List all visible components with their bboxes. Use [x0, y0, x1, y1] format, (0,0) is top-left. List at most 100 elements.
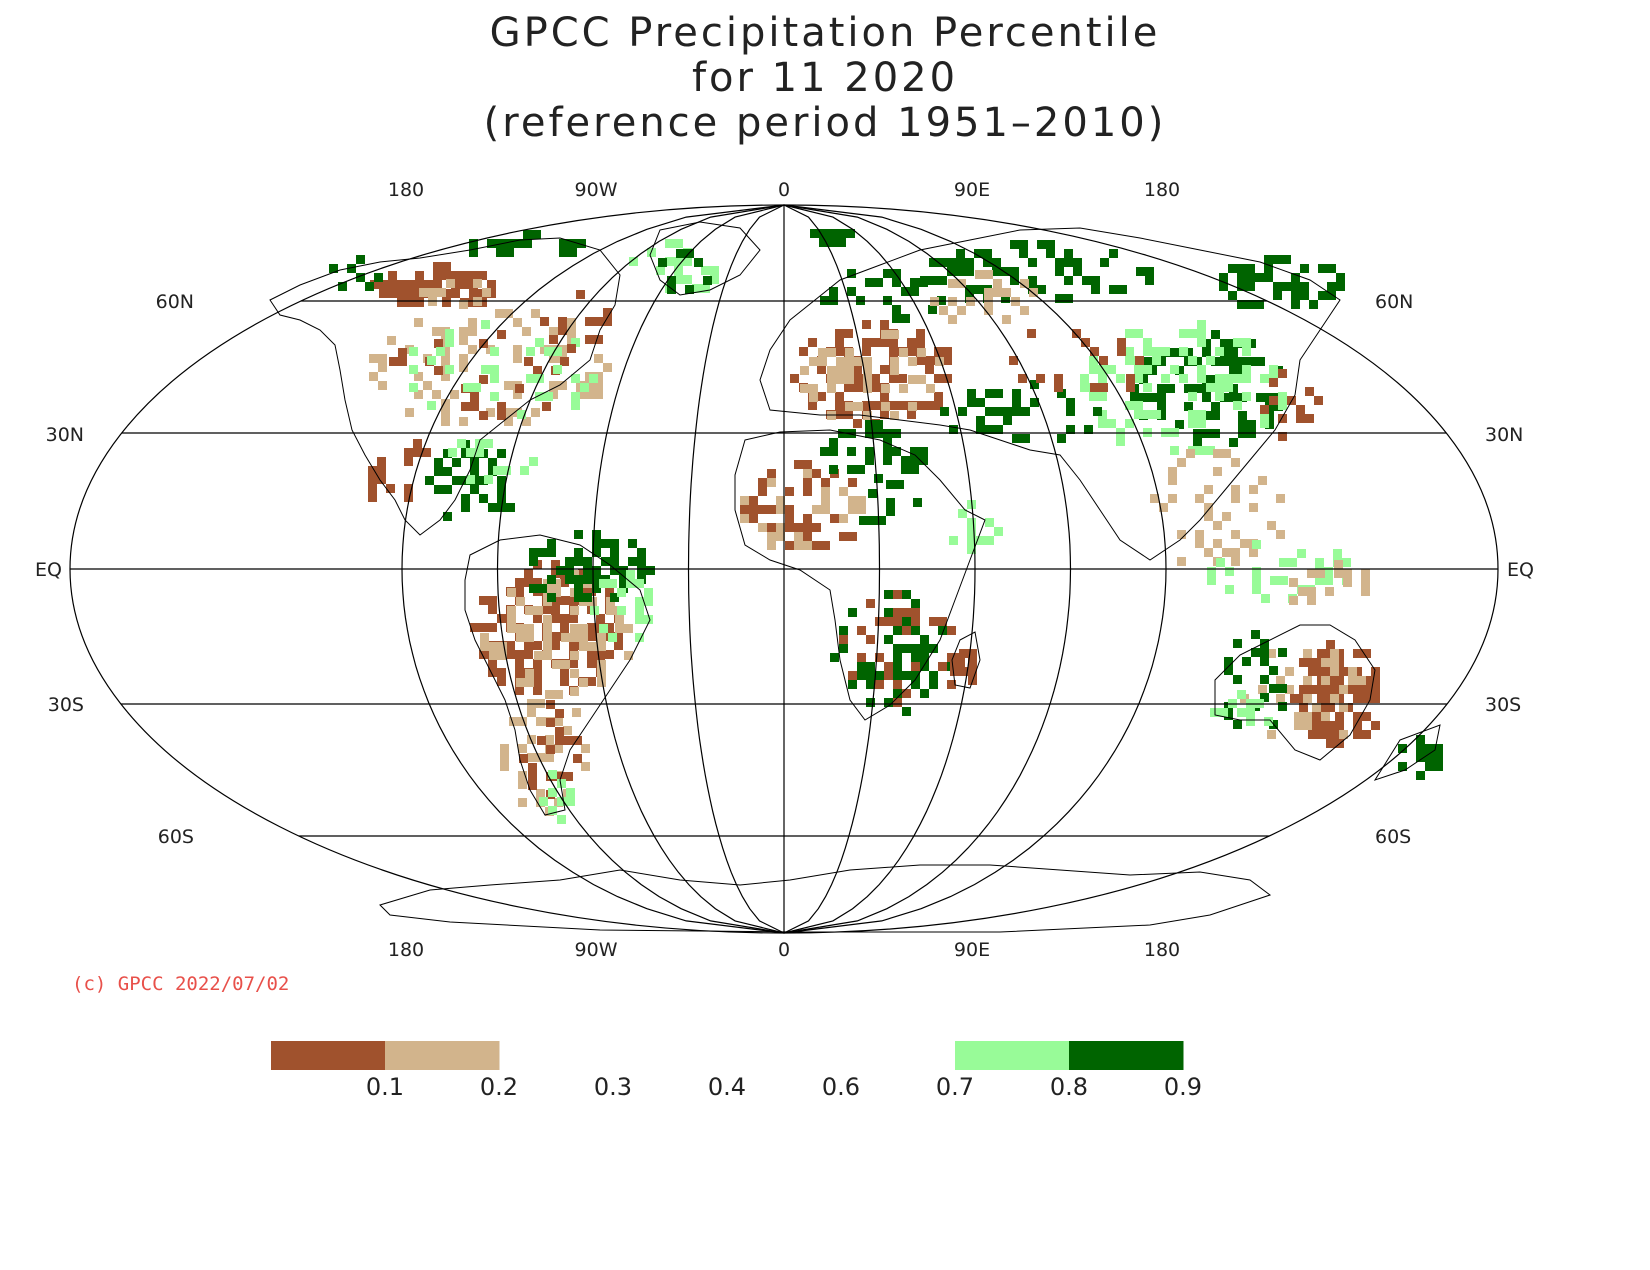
- patch-asia-wet: [1116, 374, 1125, 383]
- patch-china-wet: [1265, 411, 1274, 420]
- patch-asia-wet: [1098, 365, 1107, 374]
- patch-argentina-verydry: [519, 754, 528, 763]
- patch-ne-brazil-wet: [644, 615, 653, 624]
- patch-south-africa-dry: [884, 617, 893, 626]
- patch-asia-dry: [1054, 374, 1063, 383]
- coastline-africa: [734, 429, 986, 721]
- patch-west-australia-wet: [1260, 675, 1269, 684]
- patch-china-wet: [1157, 393, 1166, 402]
- patch-asia-wet: [1224, 374, 1233, 383]
- patch-europe-dry: [808, 338, 817, 347]
- patch-west-africa-dry: [785, 523, 794, 532]
- latitude-labels-right: 60N 30N EQ 30S 60S: [1375, 291, 1534, 848]
- patch-central-america-wet: [497, 476, 506, 485]
- patch-europe-dry-light: [881, 402, 890, 411]
- patch-us-dry: [603, 363, 612, 372]
- patch-west-africa-dry-light: [848, 496, 857, 505]
- patch-australia-dry: [1317, 667, 1326, 676]
- patch-central-america-wet: [461, 503, 470, 512]
- patch-se-asia-dry: [1276, 494, 1285, 503]
- patch-australia-dry: [1353, 730, 1362, 739]
- patch-canada-dry: [415, 298, 424, 307]
- patch-china-wet: [1157, 384, 1166, 393]
- patch-amazon-wet: [646, 566, 655, 575]
- patch-central-asia-wet: [1084, 425, 1093, 434]
- patch-europe-dry-light: [836, 366, 845, 375]
- patch-us-verydry: [497, 411, 506, 420]
- patch-brazil-dry: [515, 668, 524, 677]
- patch-europe-dry: [925, 401, 934, 410]
- legend-swatch-wet: [955, 1041, 1070, 1070]
- patch-west-australia-wet: [1233, 720, 1242, 729]
- patch-central-america-wet: [434, 485, 443, 494]
- patch-us-dry: [504, 381, 513, 390]
- patch-brazil-dry: [497, 668, 506, 677]
- patch-us-dry: [594, 390, 603, 399]
- patch-australia-dry-light: [1285, 685, 1294, 694]
- patch-us-dry: [441, 417, 450, 426]
- patch-asia-wet: [1179, 347, 1188, 356]
- patch-asia-wet: [1134, 410, 1143, 419]
- patch-europe-dry: [889, 401, 898, 410]
- patch-china-wet: [1193, 384, 1202, 393]
- patch-caribbean-wet: [502, 466, 511, 475]
- patch-se-asia-dry: [1231, 530, 1240, 539]
- patch-svalbard-wet: [837, 238, 846, 247]
- patch-china-wet: [1184, 348, 1193, 357]
- patch-caribbean-wet: [448, 448, 457, 457]
- patch-patagonia-wet: [548, 806, 557, 815]
- patch-asia-wet: [1233, 374, 1242, 383]
- patch-east-canada-dry: [603, 308, 612, 317]
- patch-caribbean-wet: [493, 466, 502, 475]
- patch-us-verydry: [461, 402, 470, 411]
- patch-australia-dry: [1335, 676, 1344, 685]
- patch-asia-wet: [1152, 356, 1161, 365]
- patch-europe-dry: [925, 365, 934, 374]
- patch-brazil-dry-light: [489, 642, 498, 651]
- patch-brazil-dry-light: [534, 651, 543, 660]
- patch-se-asia-dry: [1195, 530, 1204, 539]
- patch-west-africa-dry-light: [848, 505, 857, 514]
- patch-us-dry: [504, 309, 513, 318]
- patch-canada-dry: [460, 271, 469, 280]
- legend-tick-label: 0.7: [936, 1073, 974, 1101]
- patch-west-africa-dry-light: [767, 478, 776, 487]
- patch-australia-dry: [1317, 685, 1326, 694]
- patch-china-wet: [1202, 339, 1211, 348]
- patch-asia-wet: [1242, 347, 1251, 356]
- precipitation-data-layer: [329, 229, 1443, 824]
- patch-west-africa-dry-light: [839, 487, 848, 496]
- patch-alaska-wet: [365, 282, 374, 291]
- patch-europe-dry-light: [836, 357, 845, 366]
- patch-asia-wet: [1143, 365, 1152, 374]
- patch-asia-dry: [1009, 356, 1018, 365]
- patch-us-wet: [526, 347, 535, 356]
- patch-amazon-wet: [529, 584, 538, 593]
- patch-central-asia-wet: [1030, 398, 1039, 407]
- patch-sw-australia-wet: [1264, 717, 1273, 726]
- patch-australia-dry: [1326, 640, 1335, 649]
- patch-us-dry: [459, 363, 468, 372]
- patch-asia-wet: [1125, 356, 1134, 365]
- patch-south-africa-dry: [902, 608, 911, 617]
- patch-brazil-dry-light: [498, 651, 507, 660]
- lat-label-left-60n: 60N: [156, 291, 194, 313]
- patch-brazil-dry: [560, 578, 569, 587]
- patch-brazil-dry-light: [516, 597, 525, 606]
- patch-brazil-dry: [533, 686, 542, 695]
- patch-us-dry: [423, 381, 432, 390]
- patch-australia-dry: [1353, 712, 1362, 721]
- patch-australia-dry-light: [1303, 721, 1312, 730]
- patch-siberia-wet: [1028, 276, 1037, 285]
- patch-madagascar-dry: [950, 667, 959, 676]
- patch-us-dry: [405, 408, 414, 417]
- patch-se-asia-dry: [1258, 476, 1267, 485]
- patch-us-verydry: [434, 339, 443, 348]
- patch-australia-dry: [1326, 685, 1335, 694]
- patch-us-dry: [513, 390, 522, 399]
- patch-us-dry: [531, 309, 540, 318]
- patch-west-australia-wet: [1278, 684, 1287, 693]
- patch-us-wet: [571, 374, 580, 383]
- patch-central-america-wet: [488, 458, 497, 467]
- patch-australia-dry: [1326, 721, 1335, 730]
